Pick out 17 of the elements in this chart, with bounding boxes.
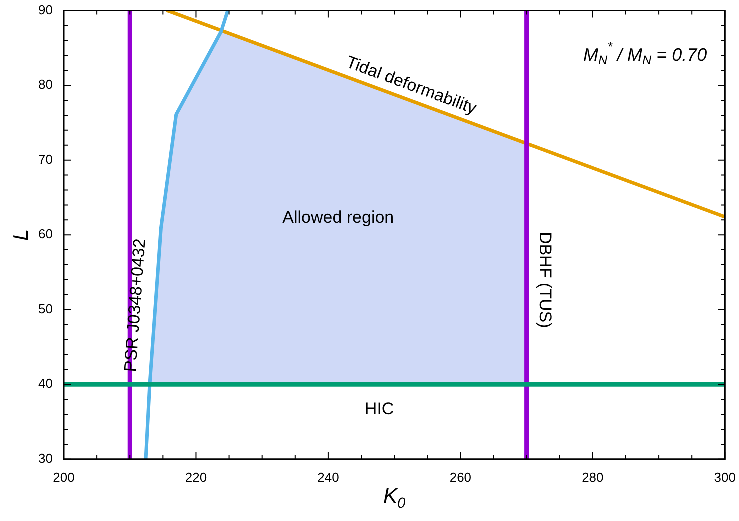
y-tick-label: 90 xyxy=(38,2,53,18)
ref-line-label: DBHF (TUS) xyxy=(536,232,556,328)
ref-line-label: HIC xyxy=(364,399,394,418)
x-tick-label: 220 xyxy=(185,470,208,485)
y-tick-label: 80 xyxy=(38,77,53,92)
x-tick-label: 200 xyxy=(53,470,75,485)
text: PSR J0348+0432 xyxy=(120,238,150,373)
x-tick-label: 260 xyxy=(450,470,472,485)
y-tick-label: 30 xyxy=(38,450,53,466)
y-tick-label: 50 xyxy=(38,301,53,316)
y-tick-label: 60 xyxy=(38,226,53,242)
y-tick-label: 40 xyxy=(38,376,53,392)
x-tick-label: 300 xyxy=(714,470,736,485)
y-axis-title: L xyxy=(10,229,33,241)
x-tick-label: 240 xyxy=(318,470,340,485)
y-tick-label: 70 xyxy=(38,152,53,167)
x-tick-label: 280 xyxy=(582,470,604,485)
